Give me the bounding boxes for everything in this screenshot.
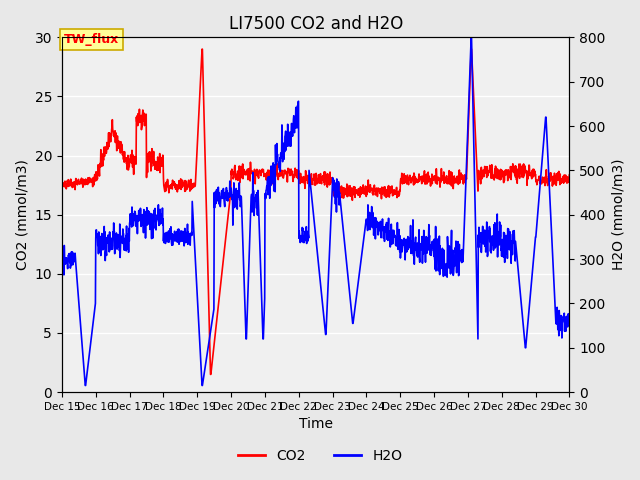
H2O	[284, 133, 292, 139]
CO2	[285, 167, 292, 173]
CO2	[294, 168, 301, 174]
CO2	[198, 46, 206, 52]
H2O	[293, 111, 301, 117]
H2O	[58, 268, 66, 274]
CO2	[348, 187, 355, 192]
H2O	[467, 35, 475, 40]
Y-axis label: H2O (mmol/m3): H2O (mmol/m3)	[611, 159, 625, 270]
CO2	[274, 170, 282, 176]
CO2	[207, 372, 214, 377]
CO2	[97, 159, 105, 165]
Line: CO2: CO2	[62, 49, 570, 374]
H2O	[118, 235, 126, 240]
CO2	[566, 172, 573, 178]
H2O	[98, 243, 106, 249]
Line: H2O: H2O	[62, 37, 570, 385]
Y-axis label: CO2 (mmol/m3): CO2 (mmol/m3)	[15, 159, 29, 270]
Title: LI7500 CO2 and H2O: LI7500 CO2 and H2O	[228, 15, 403, 33]
X-axis label: Time: Time	[299, 418, 333, 432]
H2O	[347, 304, 355, 310]
H2O	[566, 319, 573, 325]
Text: TW_flux: TW_flux	[63, 33, 119, 46]
Legend: CO2, H2O: CO2, H2O	[232, 443, 408, 468]
H2O	[81, 383, 89, 388]
CO2	[118, 142, 125, 147]
H2O	[274, 151, 282, 157]
CO2	[58, 180, 66, 186]
